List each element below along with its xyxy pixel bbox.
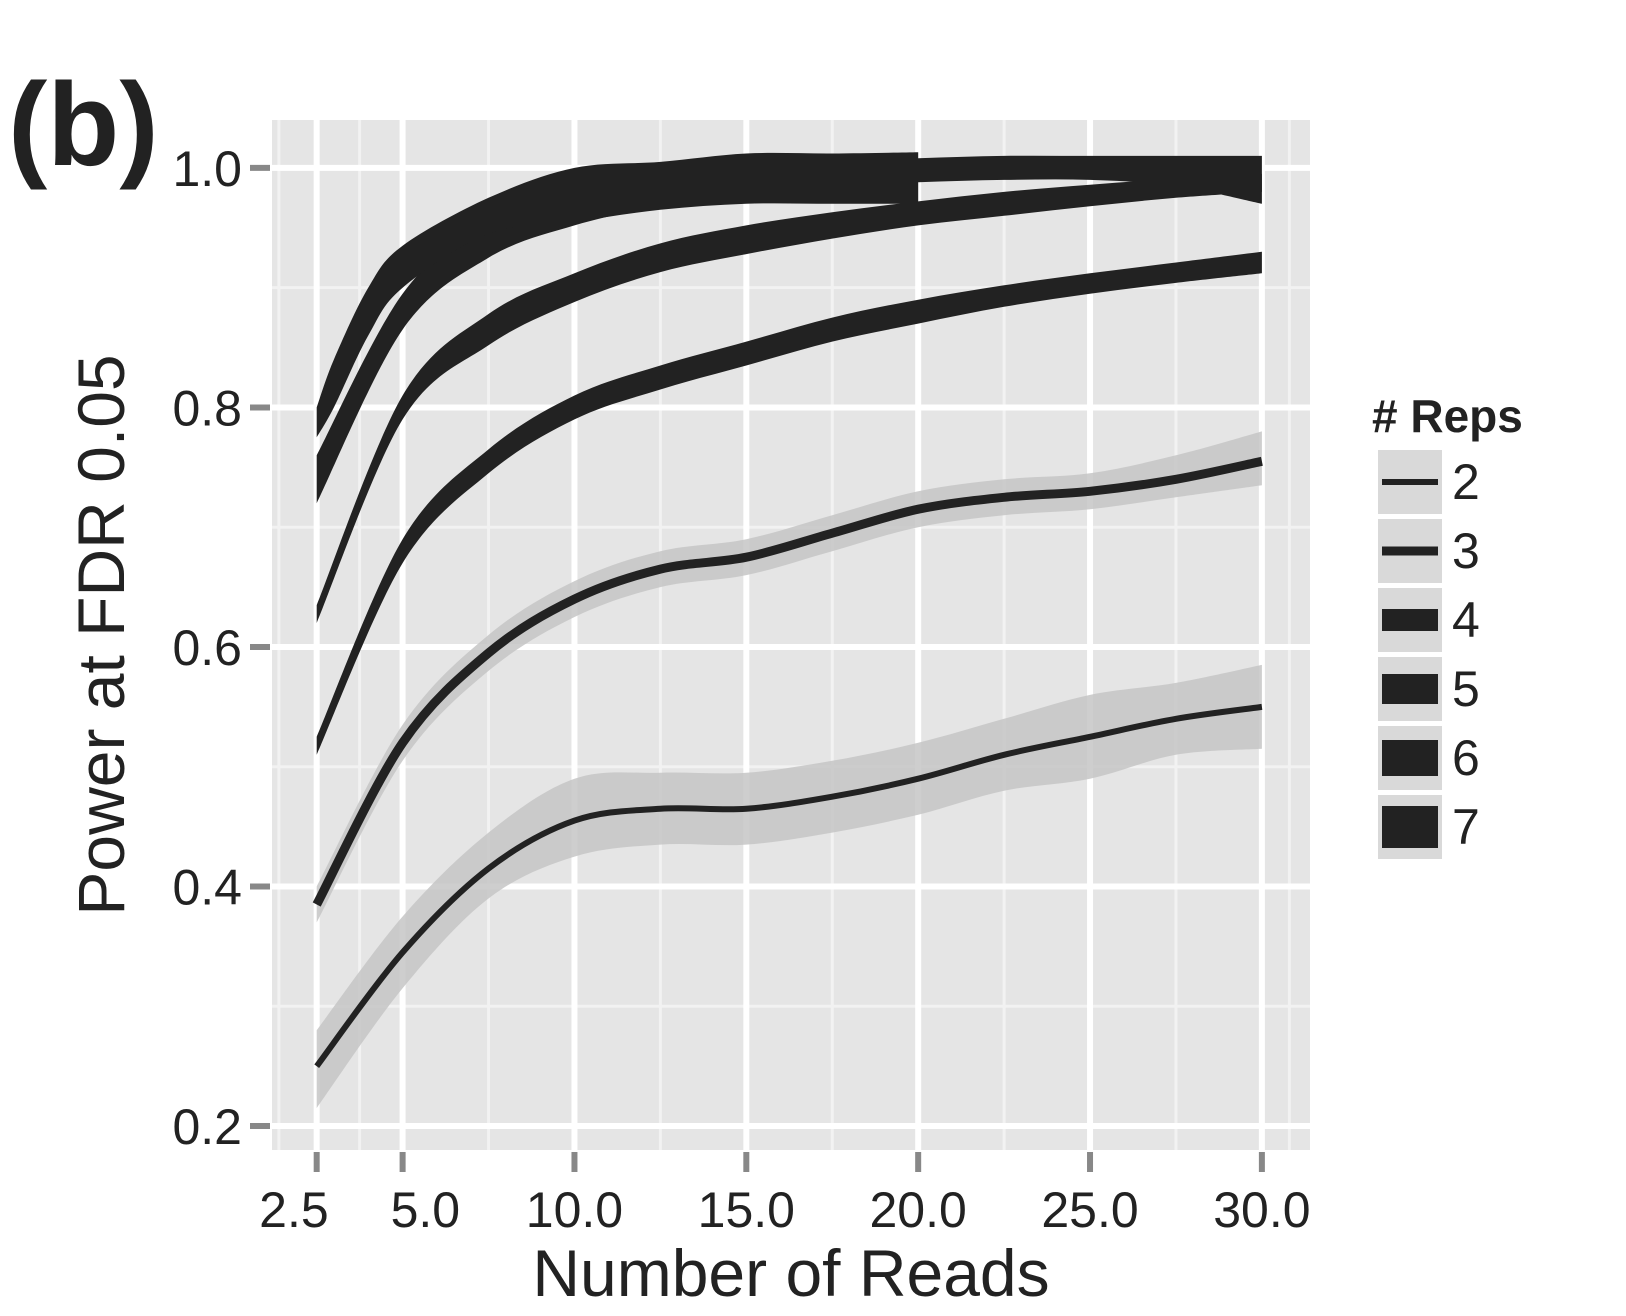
x-tick-label-1: 5.0 [391, 1182, 461, 1238]
legend-key-3 [1382, 546, 1438, 556]
legend-label-5: 5 [1452, 661, 1480, 717]
legend-label-4: 4 [1452, 592, 1480, 648]
y-tick-label-1: 0.4 [172, 860, 242, 916]
y-axis-title: Power at FDR 0.05 [64, 354, 138, 915]
ribbon-series-5 [316, 173, 1262, 623]
y-tick-label-3: 0.8 [172, 380, 242, 436]
x-tick-label-3: 15.0 [698, 1182, 795, 1238]
y-tick-label-4: 1.0 [172, 141, 242, 197]
y-axis-ticks: 0.2 0.4 0.6 0.8 1.0 [172, 141, 270, 1155]
x-tick-label-2: 10.0 [526, 1182, 623, 1238]
line-series-3 [312, 456, 1263, 907]
x-tick-label-6: 30.0 [1213, 1182, 1310, 1238]
y-tick-label-0: 0.2 [172, 1099, 242, 1155]
plot-background [272, 120, 1310, 1150]
grid-lines [272, 120, 1310, 1150]
legend-label-6: 6 [1452, 730, 1480, 786]
series-lines [312, 456, 1263, 1069]
legend-label-7: 7 [1452, 799, 1480, 855]
x-axis-ticks: 2.5 5.0 10.0 15.0 20.0 25.0 30.0 [259, 1152, 1311, 1238]
legend-label-3: 3 [1452, 523, 1480, 579]
y-tick-label-2: 0.6 [172, 620, 242, 676]
panel-label: (b) [8, 59, 159, 191]
legend-title: # Reps [1372, 390, 1523, 442]
legend-key-6 [1382, 740, 1438, 776]
legend: # Reps 2 3 4 5 6 7 [1372, 390, 1523, 859]
ribbon-series-4 [316, 251, 1262, 755]
x-tick-label-4: 20.0 [870, 1182, 967, 1238]
legend-key-5 [1382, 674, 1438, 704]
x-axis-title: Number of Reads [532, 1236, 1049, 1310]
legend-label-2: 2 [1452, 454, 1480, 510]
ribbon-series-7 [316, 152, 919, 438]
line-series-2 [314, 703, 1263, 1069]
x-tick-label-0: 2.5 [259, 1182, 329, 1238]
legend-items: 2 3 4 5 6 7 [1378, 450, 1480, 859]
legend-key-7 [1382, 806, 1438, 848]
legend-key-2 [1382, 479, 1438, 485]
x-tick-label-5: 25.0 [1041, 1182, 1138, 1238]
legend-key-4 [1382, 609, 1438, 631]
ribbon-series-2 [316, 664, 1262, 1109]
